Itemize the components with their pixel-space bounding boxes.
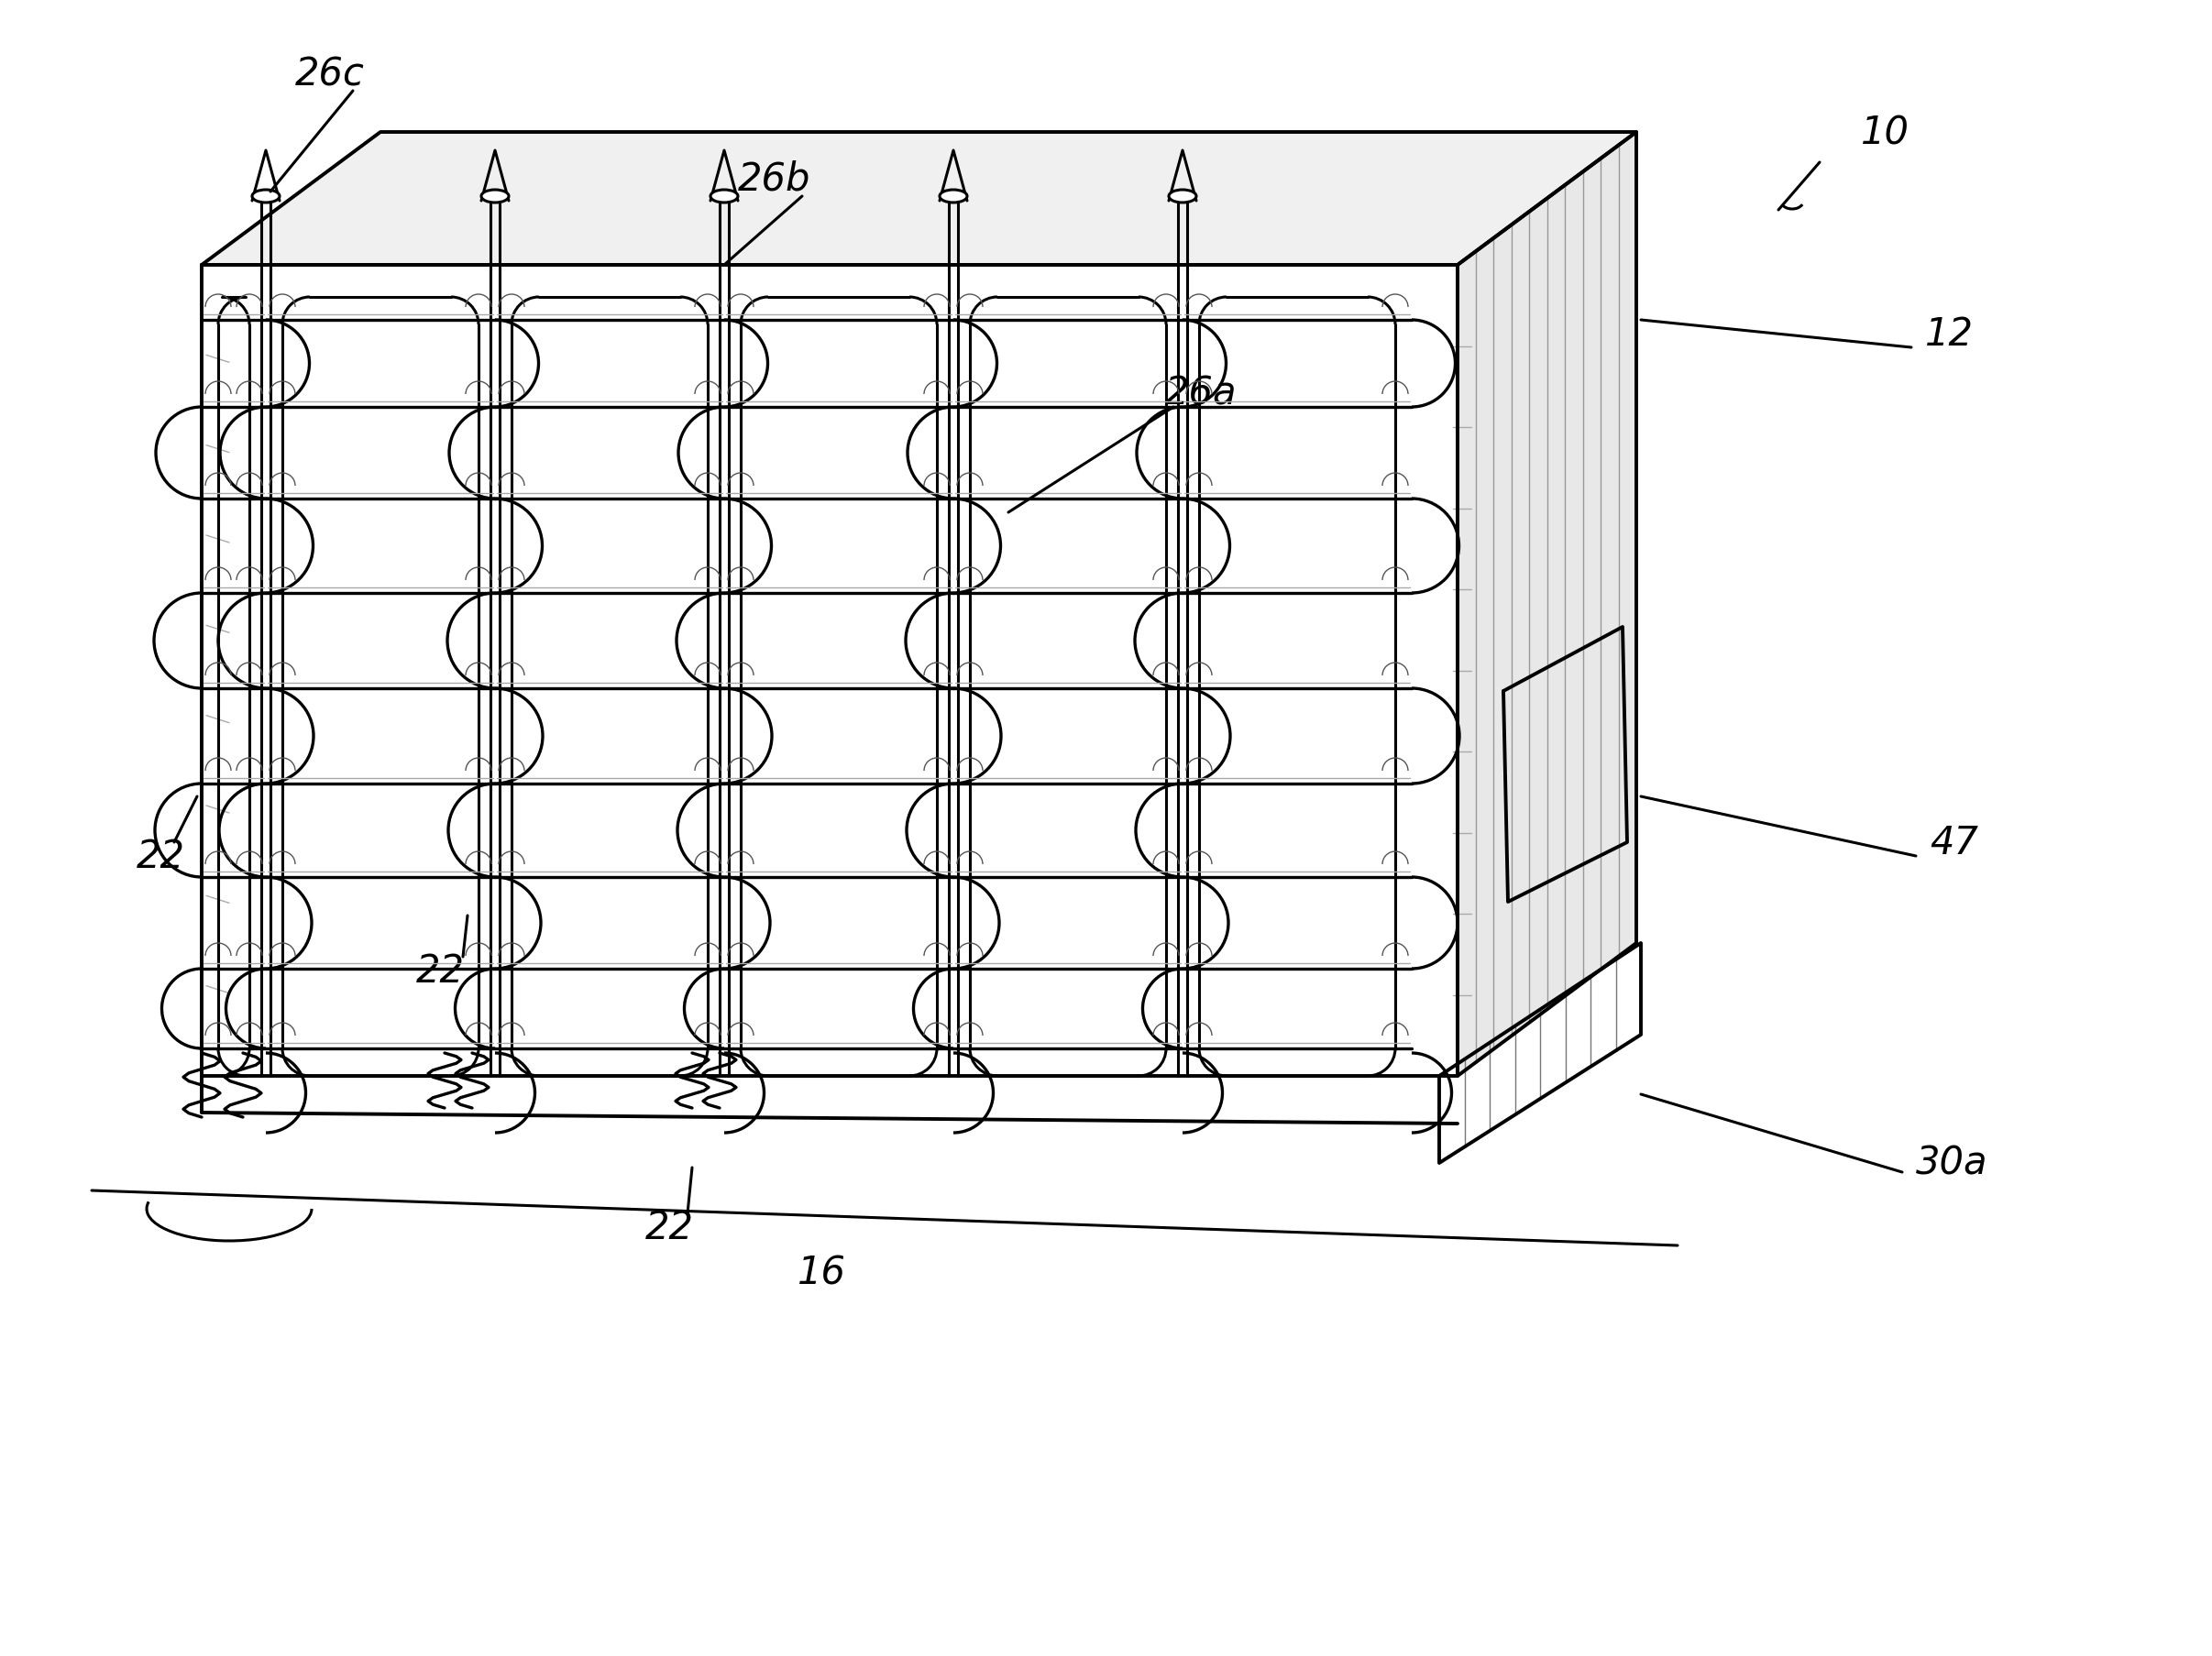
Polygon shape xyxy=(201,132,1637,265)
Text: 30a: 30a xyxy=(1916,1144,1989,1182)
Text: 26b: 26b xyxy=(739,159,812,197)
Ellipse shape xyxy=(1168,190,1197,204)
Ellipse shape xyxy=(482,190,509,204)
Polygon shape xyxy=(1458,132,1637,1076)
Text: 26c: 26c xyxy=(294,56,365,94)
Polygon shape xyxy=(201,265,1458,1076)
Text: 16: 16 xyxy=(799,1254,847,1292)
Text: 10: 10 xyxy=(1860,114,1909,152)
Text: 22: 22 xyxy=(416,952,465,990)
Text: 22: 22 xyxy=(646,1209,695,1247)
Ellipse shape xyxy=(710,190,739,204)
Text: 12: 12 xyxy=(1924,315,1973,353)
Ellipse shape xyxy=(940,190,967,204)
Text: 22: 22 xyxy=(137,838,186,876)
Text: 47: 47 xyxy=(1929,823,1978,861)
Text: 26a: 26a xyxy=(1166,374,1237,412)
Ellipse shape xyxy=(252,190,279,204)
